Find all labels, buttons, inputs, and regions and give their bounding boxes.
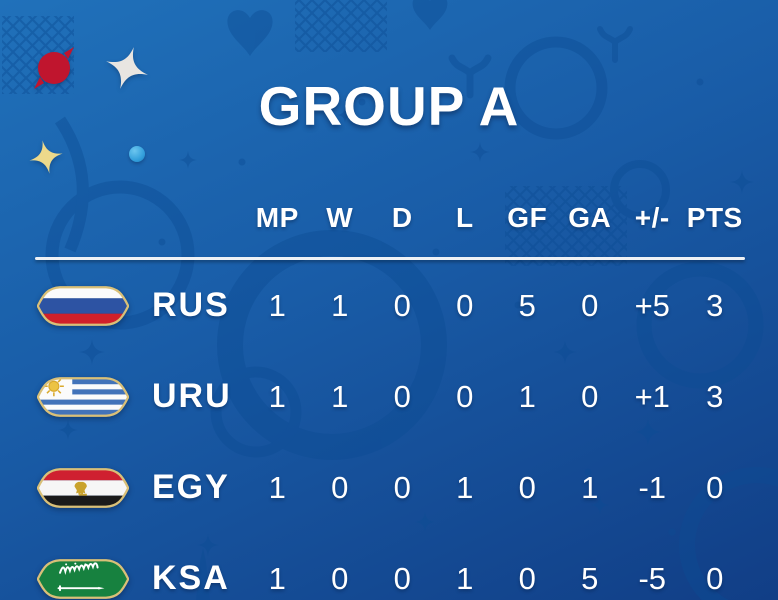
page-title: GROUP A (258, 75, 520, 137)
stat-gd: +5 (634, 287, 670, 323)
stat-l: 1 (456, 560, 474, 596)
stat-ga: 0 (581, 378, 599, 414)
stat-pts: 0 (706, 469, 724, 505)
stat-gf: 5 (518, 287, 536, 323)
column-header-w: W (326, 202, 354, 233)
team-cell: URU (0, 374, 246, 420)
stat-gf: 0 (518, 469, 536, 505)
stat-gf: 0 (518, 560, 536, 596)
column-header-ga: GA (568, 202, 612, 233)
stat-w: 1 (331, 378, 349, 414)
column-header-d: D (391, 202, 413, 233)
uruguay-flag-badge (37, 376, 129, 417)
sparkle-star-silver-icon (106, 47, 148, 89)
stat-w: 1 (331, 287, 349, 323)
stat-gd: +1 (634, 378, 670, 414)
team-code: URU (152, 377, 232, 415)
stat-ga: 1 (581, 469, 599, 505)
stat-d: 0 (393, 287, 411, 323)
column-header-mp: MP (255, 202, 299, 233)
team-cell: RUS (0, 283, 246, 329)
blue-dot-icon (129, 146, 145, 162)
team-code: EGY (152, 468, 230, 506)
header-divider (35, 257, 745, 260)
table-header-row: MP W D L GF GA +/- PTS (0, 196, 746, 240)
stat-ga: 0 (581, 287, 599, 323)
stat-pts: 3 (706, 378, 724, 414)
stat-mp: 1 (268, 560, 286, 596)
column-header-gf: GF (507, 202, 548, 233)
saudi-arabia-flag-badge (37, 558, 129, 599)
stat-gd: -1 (638, 469, 667, 505)
table-row-saudi-arabia: KSA 1 0 0 1 0 5 -5 0 (0, 533, 746, 600)
team-cell: EGY (0, 465, 246, 511)
stat-ga: 5 (581, 560, 599, 596)
column-header-l: L (455, 202, 474, 233)
stat-mp: 1 (268, 287, 286, 323)
stat-mp: 1 (268, 469, 286, 505)
stat-mp: 1 (268, 378, 286, 414)
stat-w: 0 (331, 560, 349, 596)
stat-gf: 1 (518, 378, 536, 414)
egypt-flag-badge (37, 467, 129, 508)
table-row-russia: RUS 1 1 0 0 5 0 +5 3 (0, 260, 746, 351)
team-code: RUS (152, 286, 230, 324)
stat-l: 0 (456, 378, 474, 414)
stat-d: 0 (393, 469, 411, 505)
stat-gd: -5 (638, 560, 667, 596)
column-header-gd: +/- (634, 202, 670, 233)
column-header-pts: PTS (686, 202, 743, 233)
stat-d: 0 (393, 560, 411, 596)
stat-pts: 0 (706, 560, 724, 596)
spiky-ball-icon (34, 47, 74, 89)
table-row-uruguay: URU 1 1 0 0 1 0 +1 3 (0, 351, 746, 442)
stat-w: 0 (331, 469, 349, 505)
team-cell: KSA (0, 556, 246, 600)
stat-l: 1 (456, 469, 474, 505)
stat-d: 0 (393, 378, 411, 414)
stat-pts: 3 (706, 287, 724, 323)
sparkle-star-gold-icon (29, 140, 63, 174)
stat-l: 0 (456, 287, 474, 323)
team-code: KSA (152, 559, 230, 597)
russia-flag-badge (37, 285, 129, 326)
table-row-egypt: EGY 1 0 0 1 0 1 -1 0 (0, 442, 746, 533)
